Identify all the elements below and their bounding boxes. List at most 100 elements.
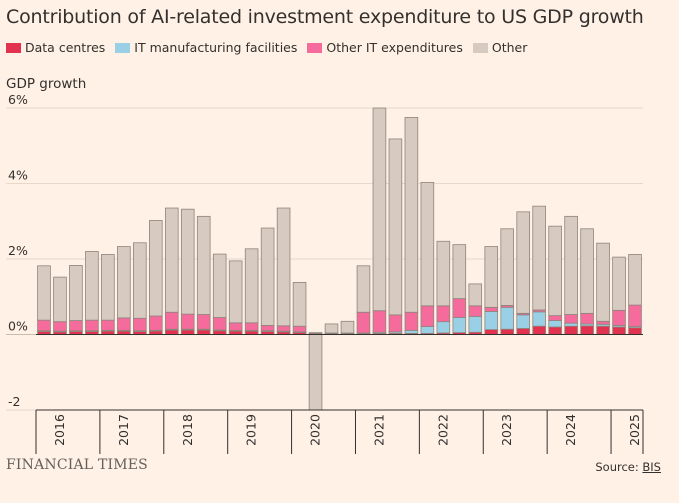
bar-segment <box>85 319 99 332</box>
bar-segment <box>468 315 483 333</box>
x-tick-label: 2016 <box>52 414 67 446</box>
bar-segment <box>628 327 642 335</box>
bar-segment <box>500 306 515 330</box>
bar-segment <box>228 260 243 324</box>
bar-segment <box>452 244 467 300</box>
bar-segment <box>133 317 147 332</box>
bar-segment <box>260 227 275 326</box>
legend-swatch-it-manufacturing <box>115 42 131 53</box>
legend-label-it-manufacturing: IT manufacturing facilities <box>134 40 298 55</box>
y-tick-label: -2 <box>8 394 20 409</box>
bar-segment <box>212 253 227 318</box>
bar-segment <box>117 246 131 319</box>
chart-title: Contribution of AI-related investment ex… <box>6 6 644 28</box>
bar-segment <box>196 314 211 330</box>
bar-segment <box>196 215 211 315</box>
bar-segment <box>596 320 610 325</box>
bar-segment <box>180 329 195 335</box>
bar-segment <box>596 242 610 322</box>
bar-segment <box>548 320 562 328</box>
y-tick-label: 6% <box>8 92 28 107</box>
bar-segment <box>117 330 131 335</box>
bar-segment <box>516 328 530 335</box>
legend-swatch-data-centres <box>6 42 21 53</box>
bar-segment <box>516 211 530 314</box>
bar-segment <box>404 311 419 331</box>
bar-segment <box>612 309 626 326</box>
bar-segment <box>101 319 115 331</box>
bar-segment <box>420 305 435 327</box>
bar-segment <box>484 329 499 335</box>
bar-segment <box>404 329 419 334</box>
bar-segment <box>596 325 610 335</box>
bar-segment <box>564 215 578 315</box>
bar-segment <box>244 330 259 335</box>
x-tick-label: 2021 <box>371 414 386 446</box>
bar-segment <box>628 254 642 306</box>
legend-swatch-other-it <box>307 42 323 53</box>
bar-segment <box>372 107 387 312</box>
bar-segment <box>196 329 211 335</box>
legend-item-data-centres: Data centres <box>6 40 105 55</box>
bar-segment <box>628 304 642 327</box>
bar-segment <box>228 322 243 331</box>
bar-segment <box>436 321 451 334</box>
bar-segment <box>468 305 483 317</box>
bar-segment <box>484 306 499 312</box>
bar-segment <box>69 265 83 321</box>
bar-segment-other <box>308 334 323 411</box>
bar-segment <box>580 228 594 314</box>
bar-segment <box>564 325 578 335</box>
bar-segment <box>53 276 67 323</box>
legend-label-other: Other <box>491 40 528 55</box>
bar-segment <box>101 330 115 335</box>
bar-segment <box>420 326 435 334</box>
source-link[interactable]: BIS <box>642 460 661 474</box>
bar-segment <box>612 256 626 311</box>
bar-segment <box>548 225 562 317</box>
ft-logo: FINANCIAL TIMES <box>6 457 148 473</box>
legend-swatch-other <box>472 42 488 53</box>
legend-label-data-centres: Data centres <box>25 40 106 55</box>
source-prefix: Source: <box>595 460 643 474</box>
x-tick-label: 2020 <box>308 414 323 446</box>
bar-segment <box>149 220 163 317</box>
bar-segment <box>532 205 546 311</box>
x-tick-label: 2023 <box>499 414 514 446</box>
bar-segment <box>340 320 355 334</box>
bar-segment <box>500 228 515 306</box>
bar-segment <box>532 325 546 335</box>
bar-segment <box>276 207 291 327</box>
y-tick-label: 4% <box>8 168 28 183</box>
bar-segment <box>37 265 51 321</box>
legend-item-it-manufacturing: IT manufacturing facilities <box>115 40 297 55</box>
bar-segment <box>548 326 562 335</box>
bar-segment <box>180 208 195 315</box>
bar-segment <box>388 138 403 316</box>
legend-label-other-it: Other IT expenditures <box>326 40 463 55</box>
bar-segment <box>101 254 115 321</box>
bar-segment <box>580 312 594 325</box>
bar-segment <box>53 321 67 332</box>
bar-segment <box>452 298 467 318</box>
bar-segment <box>580 325 594 335</box>
bar-segment <box>484 246 499 308</box>
bar-segment <box>500 328 515 335</box>
bar-segment <box>612 326 626 335</box>
bar-segment <box>276 325 291 332</box>
bar-segment <box>180 313 195 330</box>
bar-segment <box>548 315 562 321</box>
bar-segment <box>436 240 451 307</box>
x-tick-label: 2025 <box>627 414 642 446</box>
bar-segment <box>324 323 339 334</box>
bar-segment <box>356 265 371 313</box>
bar-segment <box>37 319 51 332</box>
bar-segment <box>388 314 403 333</box>
x-tick-label: 2018 <box>180 414 195 446</box>
bar-segment <box>308 332 323 334</box>
bar-segment <box>244 322 259 331</box>
bar-segment <box>149 330 163 335</box>
x-tick-label: 2022 <box>435 414 450 446</box>
bar-segment <box>149 315 163 331</box>
